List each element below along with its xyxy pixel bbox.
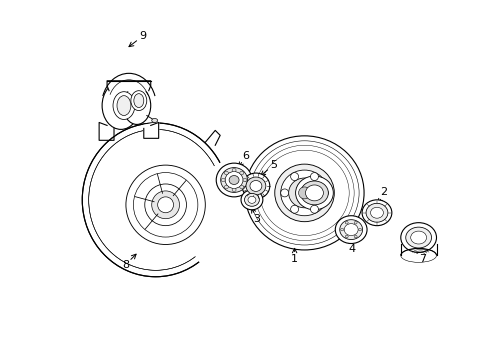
Ellipse shape <box>249 180 262 192</box>
Text: 4: 4 <box>348 244 355 255</box>
Ellipse shape <box>344 224 357 235</box>
Ellipse shape <box>134 94 143 108</box>
Ellipse shape <box>117 96 131 116</box>
Circle shape <box>290 205 298 213</box>
Ellipse shape <box>300 181 327 205</box>
Ellipse shape <box>245 177 265 195</box>
Ellipse shape <box>82 123 229 277</box>
Text: 2: 2 <box>380 188 387 197</box>
Ellipse shape <box>339 220 362 239</box>
Polygon shape <box>143 122 158 138</box>
Ellipse shape <box>224 172 243 188</box>
Text: 1: 1 <box>290 255 298 264</box>
Ellipse shape <box>345 235 347 238</box>
Text: 5: 5 <box>269 160 277 170</box>
Ellipse shape <box>361 200 391 226</box>
Ellipse shape <box>144 184 186 226</box>
Ellipse shape <box>220 168 247 192</box>
Ellipse shape <box>229 176 239 184</box>
Ellipse shape <box>151 118 157 122</box>
Text: 6: 6 <box>242 151 248 161</box>
Polygon shape <box>107 81 150 91</box>
Text: 3: 3 <box>253 214 260 224</box>
Ellipse shape <box>224 171 228 175</box>
Ellipse shape <box>370 207 383 218</box>
Ellipse shape <box>244 193 259 206</box>
Ellipse shape <box>113 92 135 120</box>
Ellipse shape <box>239 185 244 189</box>
Ellipse shape <box>157 197 173 213</box>
Ellipse shape <box>242 173 269 199</box>
Polygon shape <box>99 122 114 135</box>
Text: 7: 7 <box>418 254 425 264</box>
Ellipse shape <box>280 170 327 216</box>
Circle shape <box>310 172 318 181</box>
Ellipse shape <box>241 190 263 210</box>
Text: 9: 9 <box>139 31 146 41</box>
Ellipse shape <box>410 231 426 244</box>
Circle shape <box>310 205 318 213</box>
Ellipse shape <box>345 221 347 224</box>
Ellipse shape <box>151 191 179 219</box>
Circle shape <box>290 172 298 181</box>
Ellipse shape <box>288 178 320 208</box>
Ellipse shape <box>353 221 356 224</box>
Ellipse shape <box>239 171 244 175</box>
Ellipse shape <box>405 227 431 248</box>
Ellipse shape <box>122 87 150 125</box>
Ellipse shape <box>216 163 251 197</box>
Ellipse shape <box>126 165 205 244</box>
Ellipse shape <box>247 196 255 203</box>
Ellipse shape <box>232 188 236 192</box>
Ellipse shape <box>102 82 140 129</box>
Ellipse shape <box>353 235 356 238</box>
Ellipse shape <box>305 185 323 201</box>
Ellipse shape <box>340 228 343 231</box>
Ellipse shape <box>295 176 333 210</box>
Ellipse shape <box>335 216 366 243</box>
Ellipse shape <box>358 228 361 231</box>
Ellipse shape <box>243 178 246 182</box>
Ellipse shape <box>274 164 334 222</box>
Wedge shape <box>155 160 235 265</box>
Ellipse shape <box>131 91 146 111</box>
Circle shape <box>298 187 310 199</box>
Ellipse shape <box>400 223 436 252</box>
Text: 8: 8 <box>122 260 129 270</box>
Ellipse shape <box>366 203 387 222</box>
Ellipse shape <box>224 185 228 189</box>
Circle shape <box>280 189 288 197</box>
Ellipse shape <box>244 136 364 250</box>
Ellipse shape <box>221 178 224 182</box>
Ellipse shape <box>232 168 236 172</box>
Circle shape <box>320 189 327 197</box>
